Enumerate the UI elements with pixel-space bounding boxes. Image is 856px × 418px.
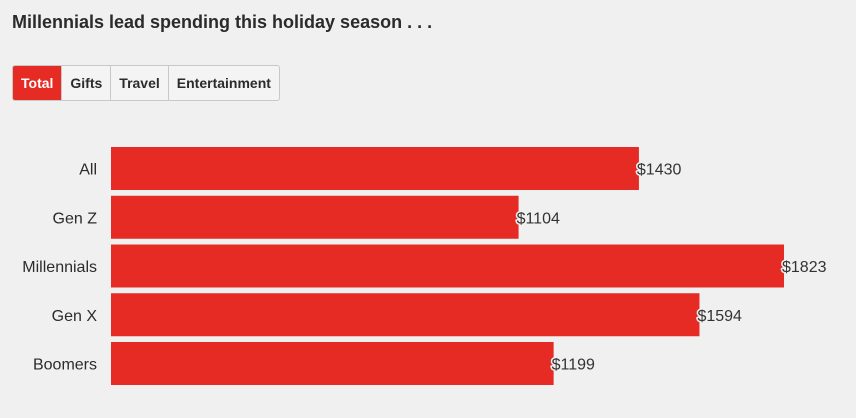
bar-boomers[interactable] [111, 342, 554, 385]
tab-gifts[interactable]: Gifts [62, 66, 112, 100]
category-label-all: All [79, 162, 97, 179]
bar-gen-x[interactable] [111, 293, 700, 337]
category-label-millennials: Millennials [22, 259, 97, 276]
tab-travel[interactable]: Travel [111, 66, 169, 100]
bar-all[interactable] [111, 147, 639, 190]
tab-entertainment[interactable]: Entertainment [176, 75, 271, 91]
category-label-gen-z: Gen Z [53, 210, 98, 227]
bar-gen-z[interactable] [111, 195, 519, 239]
value-label-gen-z: $1104 [517, 210, 560, 227]
value-label-gen-x: $1594 [697, 308, 742, 325]
category-label-boomers: Boomers [33, 357, 97, 374]
category-label-gen-x: Gen X [52, 308, 98, 325]
bar-millennials[interactable] [111, 244, 784, 288]
page-title: Millennials lead spending this holiday s… [12, 12, 433, 32]
category-tabs: Total Gifts Travel Entertainment [12, 65, 280, 101]
value-label-all: $1430 [637, 162, 682, 179]
value-label-millennials: $1823 [782, 259, 827, 276]
tab-total[interactable]: Total [13, 66, 63, 100]
value-label-boomers: $1199 [552, 357, 595, 374]
